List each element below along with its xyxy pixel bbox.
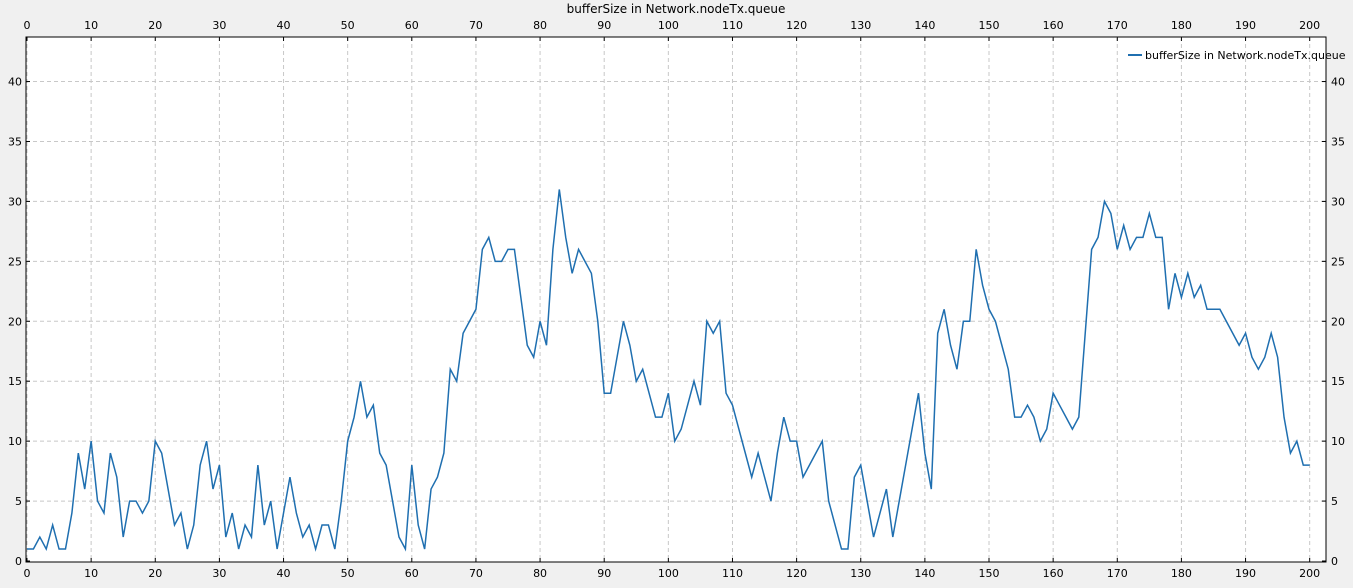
x-tick-label: 200 xyxy=(1299,567,1320,580)
x-tick-label: 190 xyxy=(1235,567,1256,580)
x-tick-label: 130 xyxy=(850,19,871,32)
y-tick-label: 35 xyxy=(8,135,22,148)
x-tick-label: 10 xyxy=(84,567,98,580)
x-tick-label: 160 xyxy=(1043,567,1064,580)
x-tick-label: 150 xyxy=(979,19,1000,32)
x-tick-label: 30 xyxy=(212,567,226,580)
x-tick-label: 90 xyxy=(597,19,611,32)
x-tick-label: 130 xyxy=(850,567,871,580)
x-tick-label: 110 xyxy=(722,567,743,580)
y-tick-label: 10 xyxy=(8,435,22,448)
y-tick-label: 0 xyxy=(15,555,22,568)
x-tick-label: 120 xyxy=(786,19,807,32)
data-line xyxy=(27,189,1310,552)
x-tick-label: 50 xyxy=(341,567,355,580)
x-tick-label: 90 xyxy=(597,567,611,580)
x-tick-label: 120 xyxy=(786,567,807,580)
x-tick-label: 70 xyxy=(469,19,483,32)
x-tick-label: 50 xyxy=(341,19,355,32)
y-tick-label: 30 xyxy=(8,195,22,208)
x-tick-label: 170 xyxy=(1107,567,1128,580)
x-tick-label: 40 xyxy=(277,19,291,32)
x-tick-label: 100 xyxy=(658,19,679,32)
chart-title: bufferSize in Network.nodeTx.queue xyxy=(567,2,786,16)
x-tick-label: 20 xyxy=(148,567,162,580)
x-tick-label: 200 xyxy=(1299,19,1320,32)
y-tick-label: 15 xyxy=(1331,375,1345,388)
x-tick-label: 100 xyxy=(658,567,679,580)
y-tick-label: 5 xyxy=(15,495,22,508)
x-tick-label: 150 xyxy=(979,567,1000,580)
y-tick-label: 15 xyxy=(8,375,22,388)
x-tick-label: 80 xyxy=(533,19,547,32)
x-tick-label: 60 xyxy=(405,567,419,580)
x-tick-label: 40 xyxy=(277,567,291,580)
x-tick-label: 160 xyxy=(1043,19,1064,32)
y-tick-label: 35 xyxy=(1331,135,1345,148)
y-tick-label: 0 xyxy=(1331,555,1338,568)
plot-area xyxy=(25,36,1327,563)
x-tick-label: 140 xyxy=(914,19,935,32)
x-tick-label: 110 xyxy=(722,19,743,32)
x-tick-label: 190 xyxy=(1235,19,1256,32)
y-tick-label: 20 xyxy=(8,315,22,328)
y-tick-label: 25 xyxy=(8,255,22,268)
x-tick-label: 30 xyxy=(212,19,226,32)
x-tick-label: 10 xyxy=(84,19,98,32)
legend-label: bufferSize in Network.nodeTx.queue xyxy=(1145,49,1346,62)
y-tick-label: 40 xyxy=(1331,76,1345,89)
x-tick-label: 140 xyxy=(914,567,935,580)
x-tick-label: 0 xyxy=(24,567,31,580)
y-tick-label: 30 xyxy=(1331,195,1345,208)
y-tick-label: 20 xyxy=(1331,315,1345,328)
x-tick-label: 0 xyxy=(24,19,31,32)
y-tick-label: 25 xyxy=(1331,255,1345,268)
x-tick-label: 170 xyxy=(1107,19,1128,32)
x-tick-label: 60 xyxy=(405,19,419,32)
x-tick-label: 80 xyxy=(533,567,547,580)
x-tick-label: 20 xyxy=(148,19,162,32)
y-tick-label: 40 xyxy=(8,76,22,89)
x-tick-label: 70 xyxy=(469,567,483,580)
x-tick-label: 180 xyxy=(1171,19,1192,32)
y-tick-label: 5 xyxy=(1331,495,1338,508)
y-tick-label: 10 xyxy=(1331,435,1345,448)
x-tick-label: 180 xyxy=(1171,567,1192,580)
